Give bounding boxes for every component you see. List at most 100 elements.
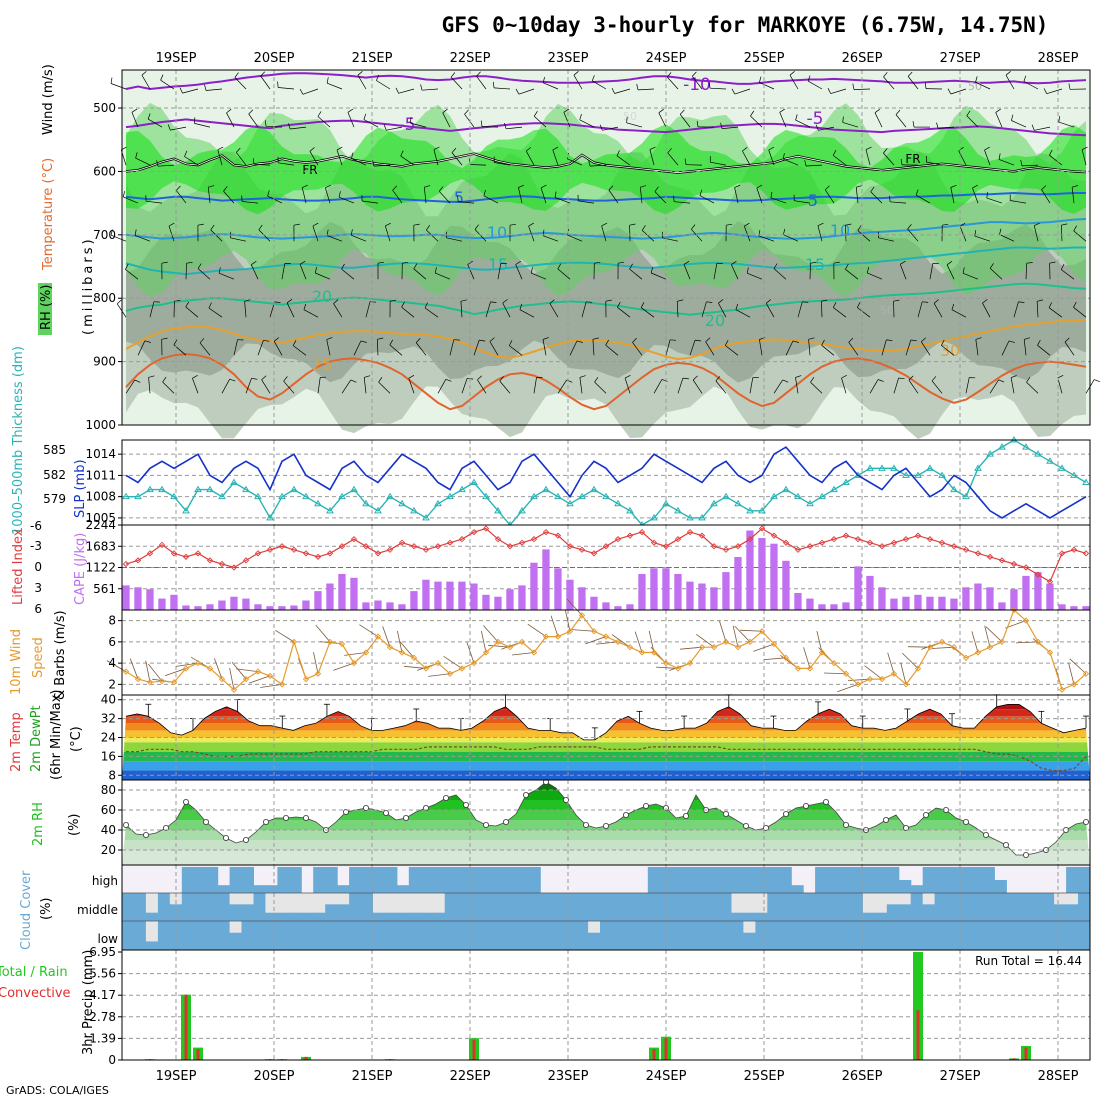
wind-barb bbox=[461, 378, 468, 394]
wind-barb-flag bbox=[395, 87, 399, 94]
wind-barb-flag bbox=[670, 339, 677, 341]
cape-label: CAPE (J/kg) bbox=[73, 533, 88, 605]
wind-barb-flag bbox=[204, 84, 207, 91]
wind-barb-flag bbox=[972, 184, 978, 189]
cloud-bar bbox=[1066, 904, 1079, 921]
wind10-barb bbox=[971, 631, 979, 653]
top-day-label: 26SEP bbox=[842, 51, 883, 66]
temperature-label: Temperature (°C) bbox=[41, 158, 56, 271]
wind-barb-flag bbox=[1037, 299, 1044, 302]
rh2m-panel: 80 60 40 20 bbox=[101, 779, 1091, 866]
contour-label: 25 bbox=[312, 355, 332, 374]
wind10-point bbox=[698, 644, 706, 651]
cloud-bar bbox=[588, 893, 601, 921]
wind-barb-flag bbox=[795, 114, 798, 121]
cloud-bar bbox=[134, 921, 147, 950]
wind-barb bbox=[821, 344, 835, 356]
cloud-bar bbox=[743, 912, 756, 921]
wind-barb bbox=[223, 190, 235, 204]
wind-barb bbox=[653, 379, 663, 394]
wind-barb-flag bbox=[502, 299, 508, 304]
wind-barb bbox=[244, 301, 247, 318]
wind10-barb bbox=[648, 630, 655, 653]
cloud-bar bbox=[970, 867, 983, 893]
wind10-label: 10m Wind bbox=[9, 629, 24, 695]
wind-barb bbox=[283, 380, 295, 394]
cloud-gap bbox=[325, 893, 338, 905]
wind-barb-flag bbox=[629, 223, 636, 226]
cape-bar bbox=[146, 589, 154, 610]
cloud-bar bbox=[731, 921, 744, 950]
wind-barb-flag bbox=[856, 302, 861, 308]
thickness-point bbox=[650, 513, 658, 521]
wind-barb-flag bbox=[984, 146, 990, 151]
wind10-point bbox=[914, 665, 922, 672]
wind-barb-flag bbox=[915, 189, 919, 196]
cape-bar bbox=[494, 596, 502, 610]
li-point bbox=[758, 525, 766, 532]
cloud-bar bbox=[408, 867, 422, 893]
li-point bbox=[1010, 560, 1018, 568]
cloud-bar bbox=[277, 912, 290, 921]
wind-barb-flag bbox=[261, 375, 267, 380]
cloud-panel: high middle low bbox=[77, 864, 1091, 951]
cloud-bar bbox=[516, 893, 529, 921]
wind-barb bbox=[531, 272, 547, 280]
y-tick-label: 4.17 bbox=[89, 988, 116, 1002]
cloud-bar bbox=[910, 893, 924, 921]
wind-barb-flag bbox=[783, 228, 786, 235]
cloud-bar bbox=[1066, 867, 1079, 893]
y-tick-label: 32 bbox=[101, 712, 116, 726]
wind-barb-flag bbox=[908, 375, 914, 381]
wind-barb-flag bbox=[616, 150, 620, 156]
wind-barb-flag bbox=[552, 146, 559, 151]
thickness-point bbox=[362, 499, 370, 507]
top-day-label: 19SEP bbox=[156, 51, 197, 66]
wind-barb-flag bbox=[845, 223, 852, 226]
cloud-bar bbox=[373, 867, 386, 893]
wind-barb-flag bbox=[852, 83, 855, 90]
wind-barb bbox=[317, 116, 331, 128]
wind-barb-flag bbox=[263, 339, 270, 342]
wind10-point bbox=[266, 672, 274, 680]
rh2m-point bbox=[202, 819, 209, 826]
wind10-point bbox=[590, 628, 598, 635]
wind10-point bbox=[626, 644, 634, 651]
wind-barb bbox=[509, 345, 523, 356]
wind10-barb bbox=[823, 672, 847, 675]
cloud-bar bbox=[289, 867, 302, 893]
bottom-day-label: 26SEP bbox=[842, 1069, 883, 1084]
wind-barb-flag bbox=[708, 82, 711, 89]
wind-barb bbox=[689, 339, 696, 356]
li-tick-label: 3 bbox=[34, 581, 42, 595]
wind-barb-flag bbox=[557, 263, 562, 270]
cloud-bar bbox=[683, 893, 697, 921]
cloud-bar bbox=[205, 893, 219, 921]
temp2m-panel: 40 32 24 16 8 bbox=[101, 693, 1091, 782]
cloud-bar bbox=[229, 867, 243, 893]
li-point bbox=[374, 550, 382, 557]
wind-barb bbox=[533, 116, 547, 128]
cape-bar bbox=[398, 604, 406, 610]
li-point bbox=[914, 532, 922, 539]
wind10-barb bbox=[695, 633, 715, 648]
wind10-point bbox=[434, 659, 442, 667]
cloud-level-label: low bbox=[98, 932, 119, 946]
wind-barb bbox=[182, 88, 199, 94]
cloud-bar bbox=[719, 867, 732, 893]
wind-barb bbox=[608, 189, 619, 204]
wind-barb-flag bbox=[756, 184, 763, 189]
wind-barb bbox=[373, 164, 391, 167]
wind-barb-flag bbox=[832, 302, 837, 308]
wind-barb bbox=[273, 341, 283, 356]
wind-barb-flag bbox=[726, 223, 733, 226]
wind-barb-flag bbox=[338, 191, 341, 198]
li-point bbox=[890, 539, 898, 546]
wind-barb bbox=[336, 149, 343, 166]
wind10-barb bbox=[236, 668, 259, 673]
wind-barb-flag bbox=[601, 222, 608, 227]
wind-barb-flag bbox=[173, 339, 178, 345]
wind-barb bbox=[474, 229, 487, 242]
wind-barb bbox=[557, 379, 567, 394]
wind10-point bbox=[542, 633, 550, 640]
